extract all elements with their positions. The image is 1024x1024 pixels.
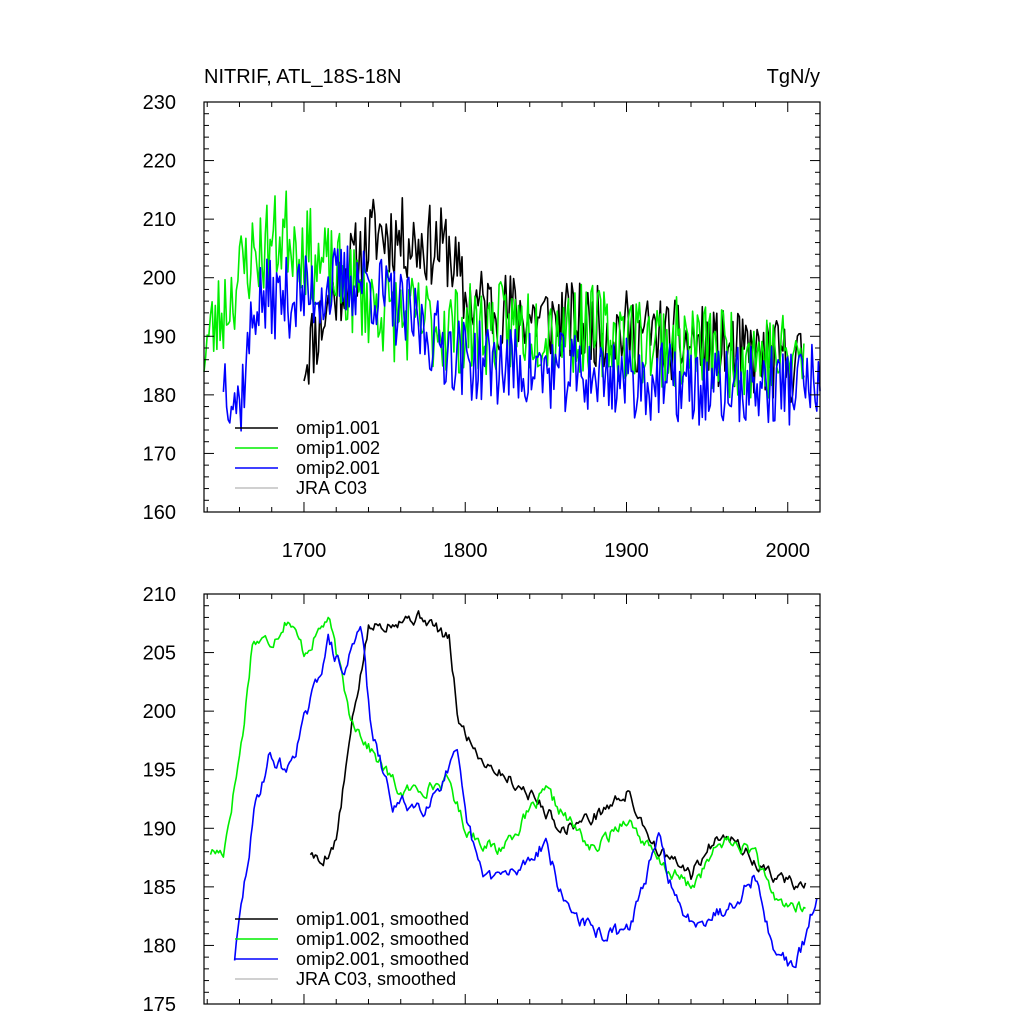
x-tick-label: 1900 [604,540,649,562]
series-line-1-0 [309,610,807,891]
y-tick-label: 220 [143,151,176,173]
y-tick-label: 205 [143,643,176,665]
x-tick-label: 2000 [765,540,810,562]
legend-label: omip1.001 [296,418,380,438]
y-tick-label: 185 [143,877,176,899]
plot-frame [203,593,821,1005]
title-right: TgN/y [767,66,820,88]
legend-label: omip1.002, smoothed [296,929,469,949]
series-line-0-1 [203,190,805,399]
plot-frame [203,101,821,513]
y-tick-label: 195 [143,760,176,782]
y-tick-label: 200 [143,701,176,723]
y-tick-label: 230 [143,92,176,114]
y-tick-label: 190 [143,818,176,840]
y-tick-label: 175 [143,994,176,1016]
legend-label: JRA C03 [296,478,367,498]
y-tick-label: 160 [143,502,176,524]
series-line-1-2 [233,625,818,969]
y-tick-label: 210 [143,584,176,606]
x-tick-label: 1800 [443,540,488,562]
y-tick-label: 210 [143,209,176,231]
series-line-0-2 [222,245,821,432]
x-tick-label: 1700 [282,540,327,562]
y-tick-label: 180 [143,935,176,957]
top-chart: 160 170 180 190 200 210 220 230 1700 1800 1900 2000… [143,92,821,562]
legend-label: omip1.002 [296,438,380,458]
title-left: NITRIF, ATL_18S-18N [204,66,401,88]
legend-label: omip2.001, smoothed [296,949,469,969]
y-tick-label: 190 [143,326,176,348]
series-line-1-1 [209,616,806,913]
y-tick-label: 200 [143,268,176,290]
legend-label: JRA C03, smoothed [296,969,456,989]
y-tick-label: 180 [143,385,176,407]
legend-label: omip1.001, smoothed [296,909,469,929]
legend-label: omip2.001 [296,458,380,478]
y-tick-label: 170 [143,443,176,465]
bottom-chart: 175 180 185 190 195 200 205 210 omip1.001, smoot… [143,584,821,1016]
